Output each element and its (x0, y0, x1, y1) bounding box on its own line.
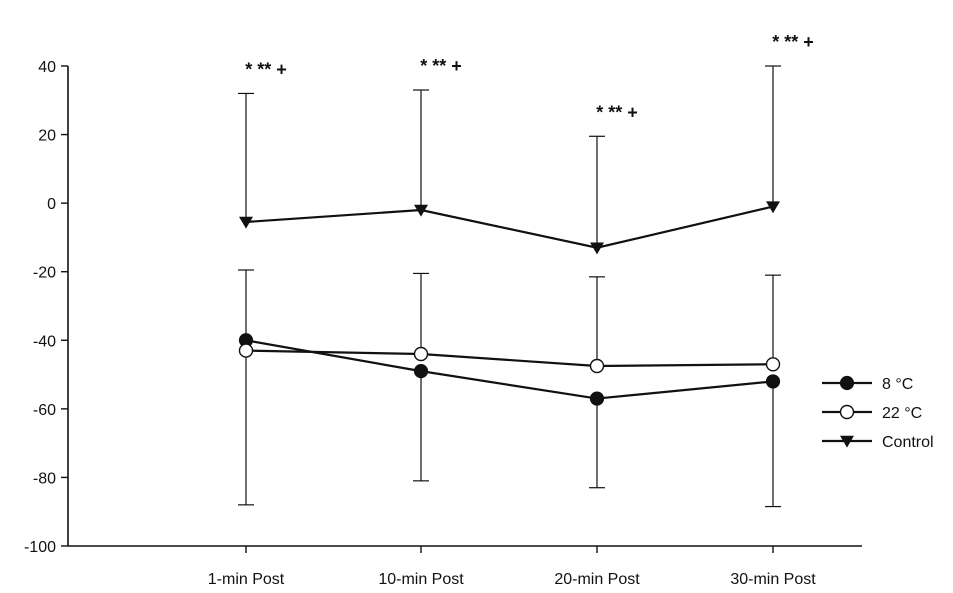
marker-triangle-down (766, 201, 780, 214)
marker-filled-circle (589, 391, 605, 406)
y-ticks: 40 20 0 -20 -40 -60 -80 -100 (24, 59, 68, 556)
marker-filled-circle (765, 374, 781, 389)
marker-filled-circle (413, 364, 429, 379)
marker-triangle-down (840, 435, 854, 448)
y-tick-label: -40 (33, 333, 56, 350)
marker-open-circle (839, 404, 855, 420)
legend-label: 8 °C (882, 376, 913, 393)
x-ticks: 1-min Post 10-min Post 20-min Post 30-min P… (208, 546, 816, 588)
legend-label: 22 °C (882, 405, 922, 422)
marker-triangle-down (414, 204, 428, 217)
y-tick-label: -20 (33, 265, 56, 282)
legend: 8 °C 22 °C Control (822, 375, 934, 451)
series-line (245, 339, 774, 400)
marker-open-circle (413, 346, 429, 362)
marker-open-circle (589, 358, 605, 374)
y-tick-label: 20 (38, 128, 56, 145)
error-bars (238, 65, 781, 508)
y-tick-label: -80 (33, 470, 56, 487)
series-lines (245, 205, 774, 400)
significance-marker: * ** + (245, 59, 287, 79)
x-category-label: 20-min Post (554, 571, 640, 588)
x-category-label: 1-min Post (208, 571, 285, 588)
y-tick-label: -100 (24, 539, 56, 556)
y-tick-label: 40 (38, 59, 56, 76)
significance-marker: * ** + (596, 102, 638, 122)
marker-triangle-down (590, 242, 604, 255)
x-category-label: 10-min Post (378, 571, 464, 588)
y-tick-label: 0 (47, 196, 56, 213)
significance-marker: * ** + (420, 56, 462, 76)
y-tick-label: -60 (33, 402, 56, 419)
x-category-label: 30-min Post (730, 571, 816, 588)
marker-open-circle (765, 357, 781, 372)
legend-label: Control (882, 434, 934, 451)
significance-marker: * ** + (772, 32, 814, 52)
series-markers (238, 201, 781, 406)
marker-triangle-down (239, 216, 253, 229)
marker-open-circle (238, 343, 254, 358)
axes (67, 66, 862, 547)
significance-annotations: * ** + * ** + * ** + * ** + (245, 32, 814, 122)
marker-filled-circle (839, 375, 855, 391)
series-line (245, 205, 774, 249)
series-line (245, 349, 774, 368)
